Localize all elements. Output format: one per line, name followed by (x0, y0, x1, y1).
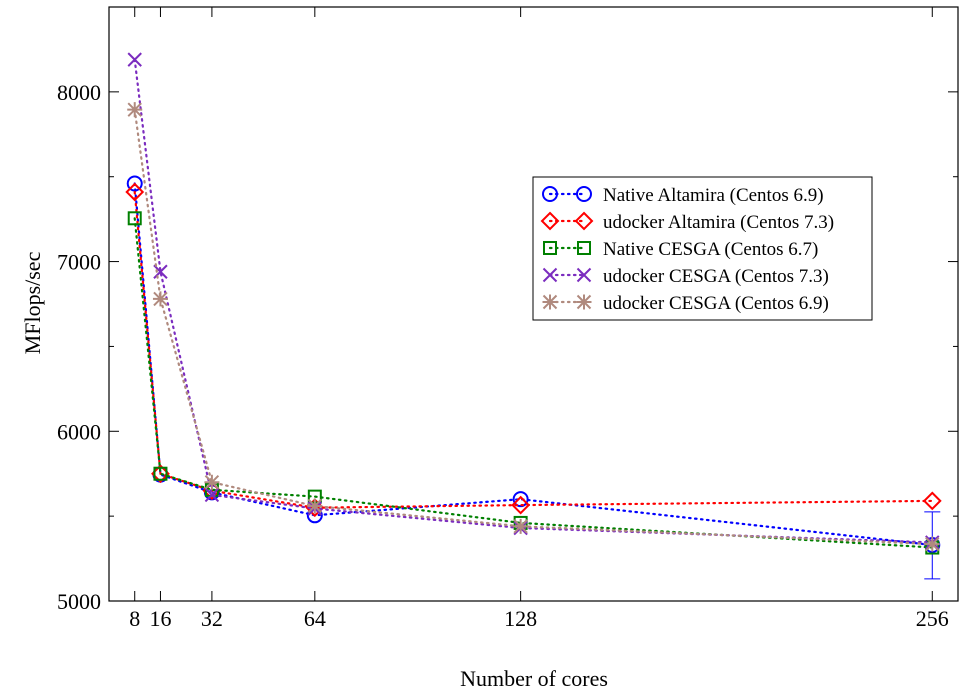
legend-marker (542, 186, 558, 202)
data-point (204, 487, 220, 503)
legend-label: udocker Altamira (Centos 7.3) (603, 212, 834, 233)
legend-marker (574, 211, 594, 231)
y-tick-label: 5000 (57, 589, 101, 614)
legend-label: udocker CESGA (Centos 6.9) (603, 293, 829, 314)
series-layer (125, 52, 942, 580)
data-point (924, 536, 940, 552)
x-tick-label: 128 (504, 606, 537, 631)
legend-label: Native Altamira (Centos 6.9) (603, 185, 824, 206)
plot-frame (108, 6, 959, 602)
legend-entry: Native CESGA (Centos 6.7) (543, 239, 818, 260)
data-point (922, 491, 942, 511)
series-line (133, 182, 934, 547)
legend-entry: udocker CESGA (Centos 7.3) (542, 266, 829, 287)
y-tick-label: 8000 (57, 80, 101, 105)
y-tick-label: 7000 (57, 250, 101, 275)
legend-entry: Native Altamira (Centos 6.9) (542, 185, 824, 206)
legend-marker (577, 241, 591, 255)
data-point (153, 466, 168, 481)
axes: 5000 6000 7000 8000 8 16 32 64 128 256 (57, 6, 959, 631)
x-tick-label: 64 (304, 606, 326, 631)
legend-marker (576, 186, 592, 202)
data-point (127, 211, 142, 226)
data-point (152, 291, 168, 307)
series-line (133, 58, 934, 544)
x-tick-label: 8 (129, 606, 140, 631)
legend-marker (576, 294, 592, 310)
x-tick-label: 16 (149, 606, 171, 631)
data-point (511, 495, 531, 515)
data-point (513, 518, 529, 534)
x-tick-label: 32 (201, 606, 223, 631)
x-axis-label: Number of cores (460, 666, 608, 689)
data-point (512, 491, 529, 508)
legend-entry: udocker CESGA (Centos 6.9) (542, 293, 829, 314)
legend-marker (543, 241, 557, 255)
data-point (127, 102, 143, 118)
legend-marker (576, 267, 592, 283)
data-point (204, 474, 220, 490)
series-line (133, 108, 934, 546)
legend-label: udocker CESGA (Centos 7.3) (603, 266, 829, 287)
data-point (125, 182, 145, 202)
data-point (307, 498, 323, 514)
legend-marker (540, 211, 560, 231)
legend-label: Native CESGA (Centos 6.7) (603, 239, 818, 260)
series-5 (127, 102, 940, 552)
y-axis-label: MFlops/sec (20, 251, 45, 354)
y-tick-label: 6000 (57, 419, 101, 444)
data-point (153, 264, 168, 279)
legend-marker (542, 294, 558, 310)
legend: Native Altamira (Centos 6.9) udocker Alta… (532, 176, 873, 321)
data-point (126, 175, 143, 192)
data-point (127, 52, 142, 67)
x-tick-label: 256 (916, 606, 949, 631)
legend-entry: udocker Altamira (Centos 7.3) (540, 211, 834, 233)
legend-marker (542, 267, 558, 283)
